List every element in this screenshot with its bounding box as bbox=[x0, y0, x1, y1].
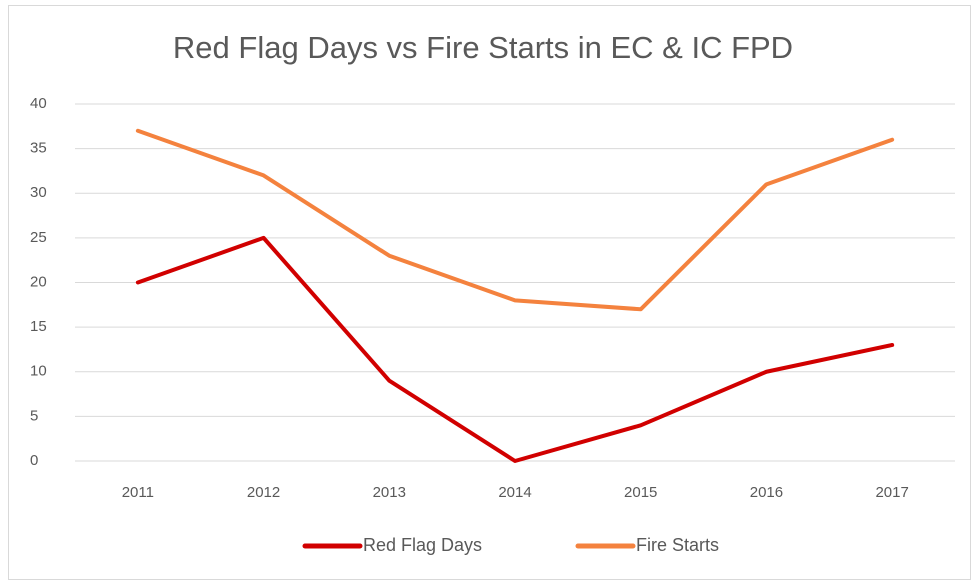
legend-label: Red Flag Days bbox=[363, 535, 482, 555]
y-tick-label: 5 bbox=[30, 407, 38, 424]
y-tick-label: 15 bbox=[30, 318, 47, 335]
y-tick-label: 0 bbox=[30, 452, 38, 469]
x-tick-label: 2016 bbox=[750, 484, 783, 501]
y-tick-label: 25 bbox=[30, 229, 47, 246]
x-tick-label: 2011 bbox=[122, 484, 154, 501]
y-tick-label: 30 bbox=[30, 184, 47, 201]
chart-title: Red Flag Days vs Fire Starts in EC & IC … bbox=[173, 30, 793, 65]
x-tick-label: 2012 bbox=[247, 484, 280, 501]
y-tick-label: 40 bbox=[30, 95, 47, 112]
x-tick-label: 2014 bbox=[498, 484, 531, 501]
series-line bbox=[135, 128, 895, 312]
legend-label: Fire Starts bbox=[636, 535, 719, 555]
x-tick-label: 2013 bbox=[373, 484, 406, 501]
series-line bbox=[135, 235, 895, 463]
y-tick-label: 10 bbox=[30, 363, 47, 380]
y-tick-label: 20 bbox=[30, 273, 47, 290]
y-tick-label: 35 bbox=[30, 140, 47, 157]
x-tick-label: 2015 bbox=[624, 484, 657, 501]
x-tick-label: 2017 bbox=[875, 484, 908, 501]
